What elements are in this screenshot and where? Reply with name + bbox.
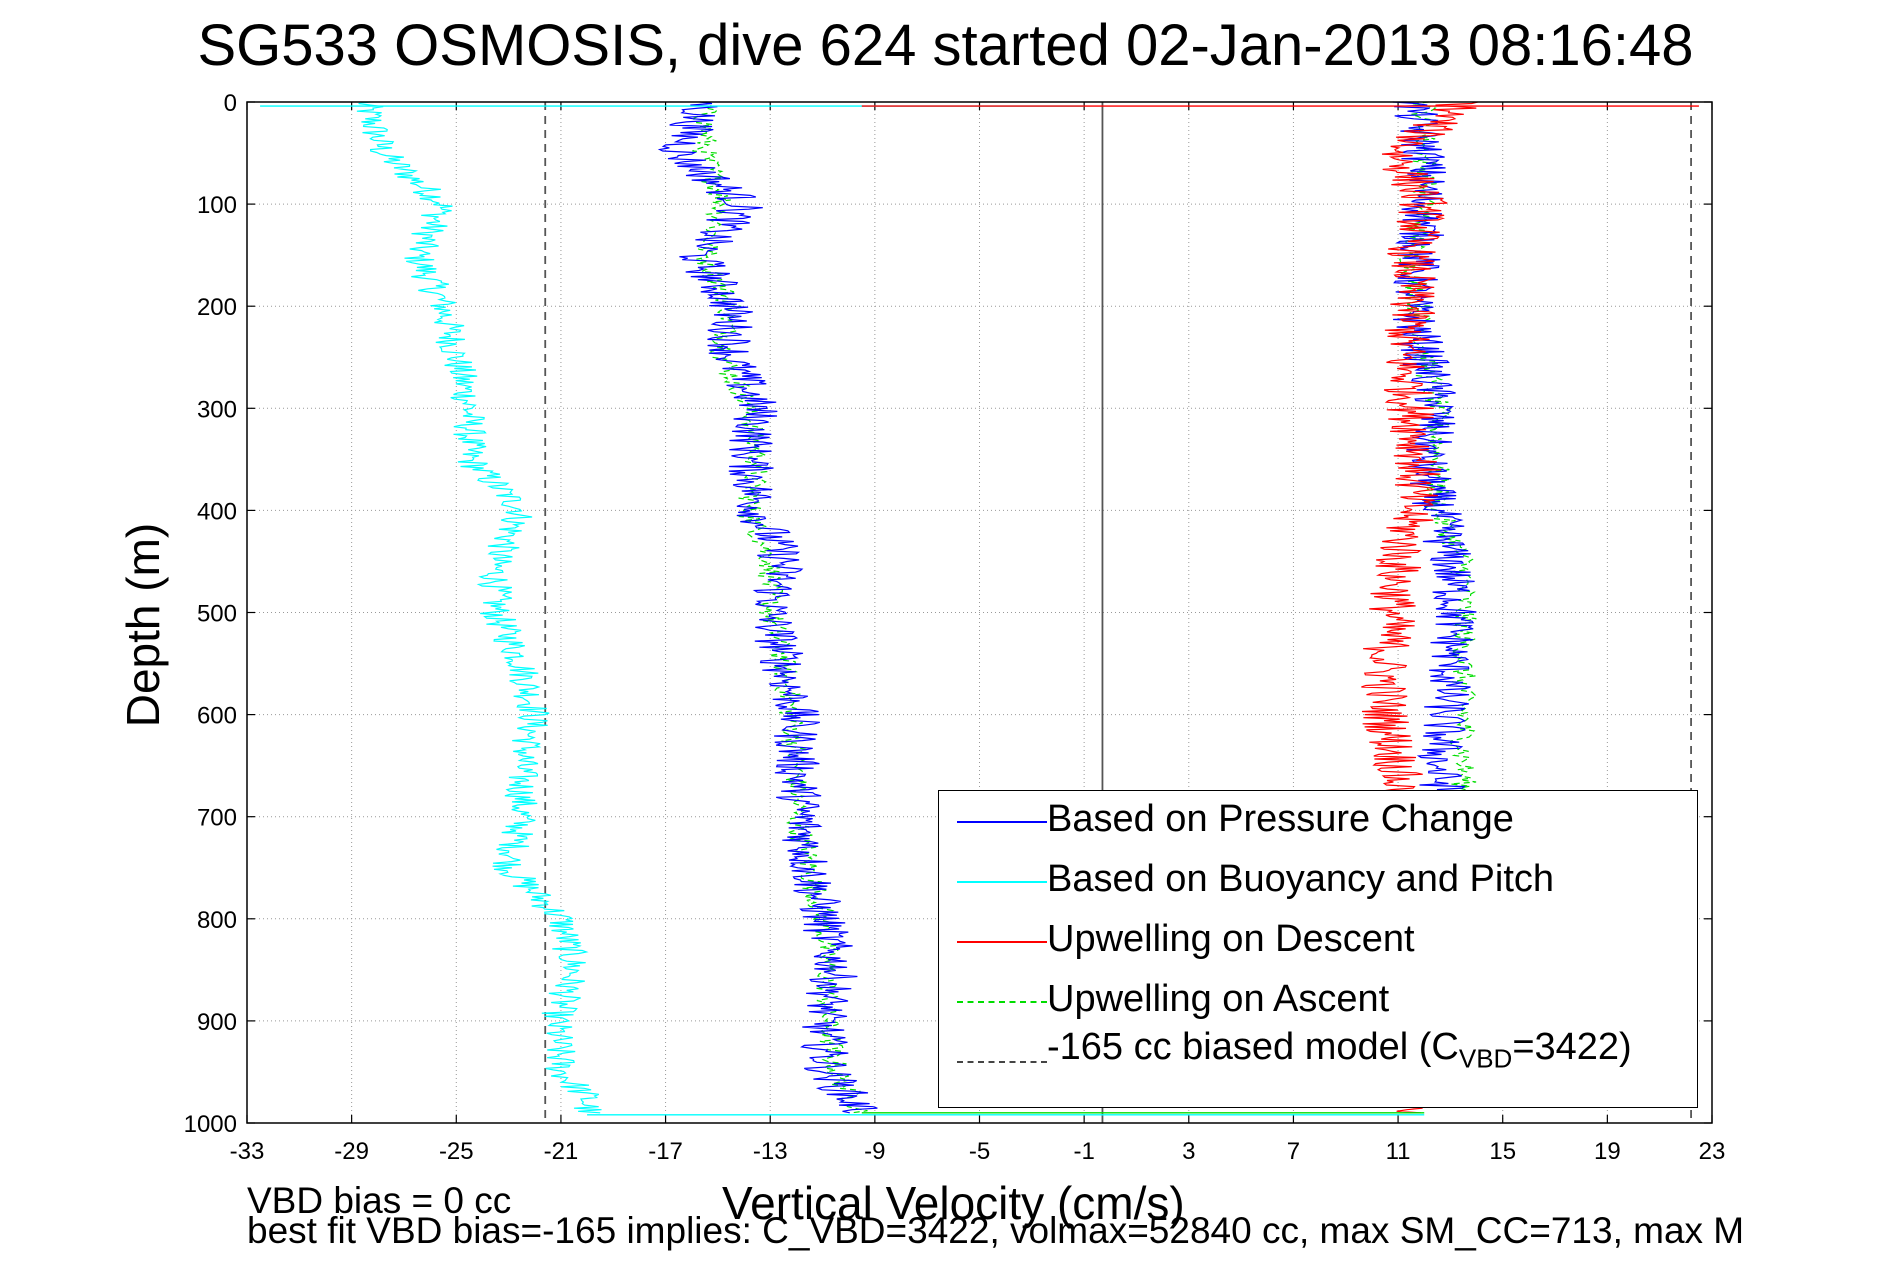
legend-label-descent: Upwelling on Descent: [1047, 918, 1415, 960]
legend-item-ascent: Upwelling on Ascent: [939, 971, 1697, 1031]
y-tick-label: 600: [197, 703, 237, 730]
series-line-upwelling-ascent-right: [1399, 101, 1478, 818]
y-tick-label: 300: [197, 396, 237, 423]
y-tick-label: 700: [197, 805, 237, 832]
y-tick-label: 400: [197, 498, 237, 525]
series-line-pressure: [657, 101, 878, 1114]
footer-bias-line: VBD bias = 0 cc: [247, 1180, 512, 1221]
x-tick-label: -13: [753, 1138, 788, 1165]
y-tick-label: 500: [197, 601, 237, 628]
legend-label-model-prefix: -165 cc biased model (C: [1047, 1026, 1459, 1068]
footer-bestfit-line: best fit VBD bias=-165 implies: C_VBD=34…: [247, 1210, 1745, 1251]
legend-label-model: -165 cc biased model (CVBD=3422): [1047, 1026, 1632, 1075]
x-tick-label: -21: [544, 1138, 579, 1165]
y-tick-label: 900: [197, 1009, 237, 1036]
legend-swatch-model: [957, 1061, 1047, 1063]
plot-border: [246, 101, 1713, 1124]
series-line-buoyancy: [356, 101, 602, 1114]
legend-swatch-pressure: [957, 821, 1047, 823]
x-tick-label: 23: [1699, 1138, 1726, 1165]
x-tick-label: 3: [1182, 1138, 1195, 1165]
legend-label-buoyancy: Based on Buoyancy and Pitch: [1047, 858, 1555, 900]
x-tick-label: -1: [1073, 1138, 1094, 1165]
y-tick-label: 1000: [184, 1111, 237, 1138]
x-tick-label: -25: [439, 1138, 474, 1165]
x-tick-label: 11: [1386, 1138, 1411, 1165]
y-tick-label: 800: [197, 907, 237, 934]
x-axis-label: Vertical Velocity (cm/s): [722, 1177, 1185, 1229]
legend-label-model-suffix: =3422): [1512, 1026, 1632, 1068]
legend-label-ascent: Upwelling on Ascent: [1047, 978, 1390, 1020]
chart-title: SG533 OSMOSIS, dive 624 started 02-Jan-2…: [197, 13, 1694, 78]
x-tick-label: 7: [1287, 1138, 1300, 1165]
x-tick-label: 15: [1489, 1138, 1516, 1165]
x-tick-label: 19: [1594, 1138, 1621, 1165]
legend-item-buoyancy: Based on Buoyancy and Pitch: [939, 851, 1697, 911]
y-tick-label: 100: [197, 192, 237, 219]
legend-item-pressure: Based on Pressure Change: [939, 791, 1697, 851]
legend-label-model-sub: VBD: [1458, 1043, 1513, 1074]
legend-item-descent: Upwelling on Descent: [939, 911, 1697, 971]
x-tick-label: -5: [969, 1138, 990, 1165]
legend-item-model: -165 cc biased model (CVBD=3422): [939, 1019, 1697, 1079]
y-tick-label: 0: [224, 90, 237, 117]
y-axis-label: Depth (m): [117, 522, 169, 728]
y-tick-label: 200: [197, 294, 237, 321]
x-tick-label: -29: [334, 1138, 369, 1165]
x-tick-label: -33: [230, 1138, 265, 1165]
x-tick-label: -9: [864, 1138, 885, 1165]
x-tick-label: -17: [648, 1138, 683, 1165]
legend-label-pressure: Based on Pressure Change: [1047, 798, 1514, 840]
legend-swatch-ascent: [957, 1001, 1047, 1003]
legend: Based on Pressure Change Based on Buoyan…: [938, 790, 1698, 1108]
legend-swatch-buoyancy: [957, 881, 1047, 883]
legend-swatch-descent: [957, 941, 1047, 943]
